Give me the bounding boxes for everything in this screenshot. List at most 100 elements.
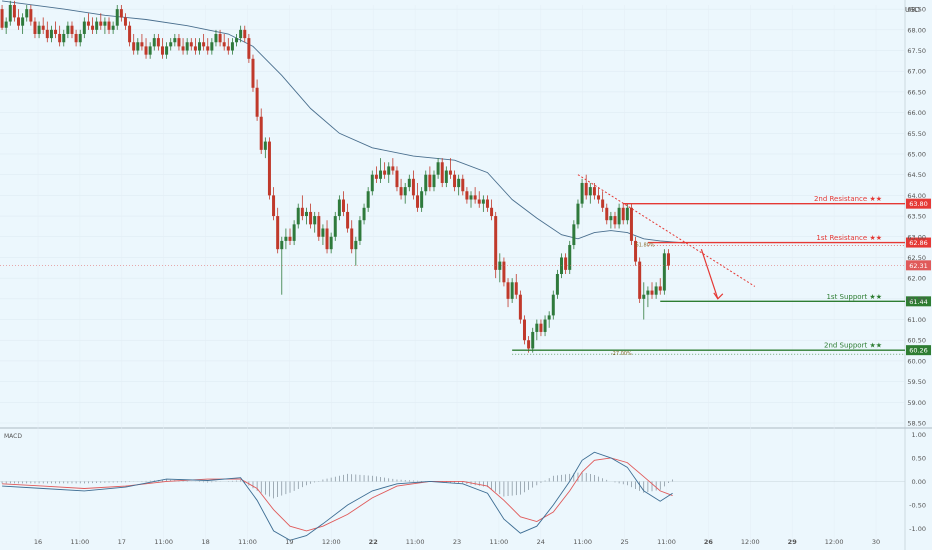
- candle-body: [642, 294, 646, 299]
- candle-body: [103, 21, 107, 26]
- candle-body: [506, 282, 510, 299]
- time-axis[interactable]: 16 11:00 17 11:00 18 11:00 19 12:00 22 11:00 23 11:…: [34, 538, 880, 546]
- candle-body: [37, 25, 41, 34]
- level-label: 2nd Support ★★: [824, 342, 882, 350]
- candle-body: [239, 29, 243, 39]
- price-axis[interactable]: 68.50 68.00 67.50 67.00 66.50 66.00 65.50 65.00…: [907, 6, 926, 533]
- candle-body: [280, 240, 284, 250]
- candle-body: [358, 220, 362, 241]
- candle-body: [481, 199, 485, 204]
- candle-body: [436, 162, 440, 175]
- candle-body: [313, 216, 317, 225]
- candle-body: [111, 25, 115, 30]
- level-tag: 61.44: [909, 298, 928, 306]
- macd-panel: [0, 451, 905, 541]
- candle-body: [202, 42, 206, 47]
- candle-body: [514, 282, 518, 295]
- time-tick-label: 11:00: [490, 538, 509, 546]
- candle-body: [379, 170, 383, 179]
- price-tick-label: 61.00: [907, 316, 926, 324]
- candle-body: [490, 207, 494, 217]
- candle-body: [543, 319, 547, 332]
- candle-body: [325, 228, 329, 250]
- time-tick-label: 24: [537, 538, 545, 546]
- candle-body: [428, 174, 432, 188]
- trendline: [577, 174, 756, 287]
- time-tick-label: 23: [453, 538, 461, 546]
- candle-body: [251, 58, 255, 88]
- candle-body: [206, 46, 210, 51]
- candle-body: [304, 211, 308, 217]
- candle-body: [337, 199, 341, 217]
- price-tick-label: 64.50: [907, 171, 926, 179]
- candle-body: [444, 170, 448, 183]
- price-tick-label: 59.50: [907, 378, 926, 386]
- candle-body: [609, 216, 613, 221]
- candle-body: [613, 216, 617, 225]
- candle-body: [132, 42, 136, 51]
- candle-body: [86, 21, 90, 26]
- candle-body: [0, 9, 4, 28]
- candle-body: [411, 178, 415, 196]
- candle-body: [123, 17, 127, 26]
- time-tick-label: 12:00: [322, 538, 341, 546]
- candle-body: [485, 199, 489, 208]
- price-tick-label: 60.50: [907, 337, 926, 345]
- candle-body: [128, 25, 132, 43]
- candle-body: [165, 46, 169, 55]
- candle-body: [473, 195, 477, 200]
- candle-body: [247, 38, 251, 59]
- candle-body: [288, 236, 292, 241]
- candle-body: [29, 9, 33, 22]
- price-tick-label: 65.50: [907, 130, 926, 138]
- level-tag: 60.26: [909, 347, 928, 355]
- candle-body: [21, 17, 25, 26]
- candle-body: [576, 203, 580, 225]
- candle-body: [292, 224, 296, 241]
- macd-line: [2, 451, 673, 541]
- candle-body: [33, 21, 37, 34]
- price-tick-label: 60.00: [907, 357, 926, 365]
- time-tick-label: 11:00: [238, 538, 257, 546]
- candle-body: [309, 211, 313, 225]
- candle-body: [78, 33, 82, 43]
- candle-body: [255, 87, 259, 117]
- candle-body: [235, 38, 239, 43]
- candle-body: [62, 33, 66, 43]
- macd-tick-label: 0.50: [912, 454, 926, 462]
- price-tick-label: 67.00: [907, 68, 926, 76]
- candle-body: [465, 191, 469, 200]
- currency-label: USD: [905, 6, 920, 14]
- candle-body: [370, 174, 374, 192]
- fib-label: 61.80%: [636, 243, 655, 249]
- candle-body: [263, 141, 267, 150]
- candle-body: [99, 21, 103, 26]
- candle-body: [45, 29, 49, 39]
- candle-body: [115, 9, 119, 26]
- candle-body: [49, 29, 53, 39]
- candle-body: [617, 207, 621, 225]
- candle-body: [321, 228, 325, 237]
- candle-body: [572, 224, 576, 246]
- candle-body: [267, 141, 271, 196]
- time-tick-label: 26: [704, 538, 714, 546]
- candle-body: [210, 42, 214, 51]
- candle-body: [416, 195, 420, 208]
- candle-body: [625, 207, 629, 221]
- price-tick-label: 61.50: [907, 295, 926, 303]
- candle-body: [82, 21, 86, 34]
- macd-signal-line: [2, 457, 673, 532]
- price-tick-label: 68.00: [907, 26, 926, 34]
- candle-body: [341, 199, 345, 212]
- candle-body: [383, 170, 387, 175]
- level-tag-bg: [906, 237, 931, 248]
- candle-body: [448, 170, 452, 175]
- annotations: 61.80% -27.00%: [512, 174, 905, 357]
- candle-body: [136, 42, 140, 51]
- level-label: 1st Resistance ★★: [816, 234, 882, 242]
- candle-body: [152, 38, 156, 47]
- price-tick-label: 68.50: [907, 6, 926, 14]
- ma-line: [2, 0, 685, 244]
- levels: 2nd Resistance ★★ 63.80 1st Resistance ★★ 6…: [0, 195, 931, 356]
